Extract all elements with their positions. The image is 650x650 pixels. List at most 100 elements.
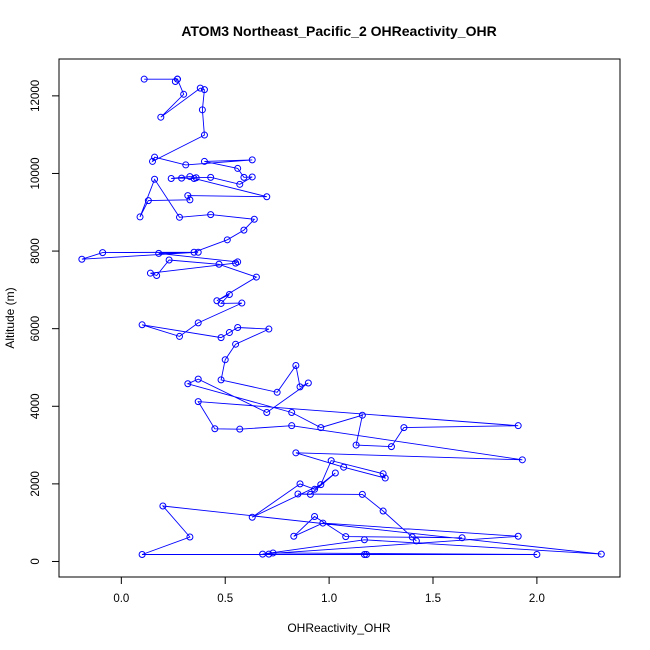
x-axis-label: OHReactivity_OHR bbox=[287, 621, 391, 635]
x-tick-label: 2.0 bbox=[529, 593, 545, 605]
data-point bbox=[167, 175, 175, 183]
data-point bbox=[352, 441, 360, 449]
data-point bbox=[331, 469, 339, 477]
data-point bbox=[138, 550, 146, 558]
data-point bbox=[342, 533, 350, 541]
data-point bbox=[379, 507, 387, 515]
data-point bbox=[252, 273, 260, 281]
data-point bbox=[379, 470, 387, 478]
data-point bbox=[234, 324, 242, 332]
data-point bbox=[400, 424, 408, 432]
data-point bbox=[140, 75, 148, 83]
y-axis: 0 2000 4000 6000 8000 10000 12000 bbox=[30, 80, 60, 565]
data-point bbox=[190, 248, 198, 256]
data-point bbox=[182, 161, 190, 169]
data-point bbox=[144, 197, 152, 205]
data-point bbox=[236, 180, 244, 188]
data-point bbox=[294, 490, 302, 498]
data-point bbox=[292, 449, 300, 457]
data-point bbox=[151, 175, 159, 183]
data-point bbox=[248, 513, 256, 521]
data-point bbox=[234, 164, 242, 172]
data-point bbox=[149, 157, 156, 165]
data-point bbox=[211, 425, 219, 433]
data-point bbox=[151, 153, 159, 161]
data-point bbox=[186, 173, 194, 181]
data-point bbox=[458, 534, 466, 542]
data-point bbox=[311, 512, 319, 520]
data-point bbox=[263, 408, 271, 416]
data-point bbox=[184, 192, 192, 200]
data-point bbox=[358, 490, 366, 498]
data-point bbox=[196, 84, 204, 92]
data-point bbox=[176, 332, 184, 340]
data-point bbox=[360, 550, 368, 558]
data-point bbox=[180, 90, 188, 98]
data-point bbox=[288, 422, 296, 430]
data-point bbox=[317, 424, 325, 432]
data-point bbox=[273, 388, 281, 396]
data-point bbox=[319, 519, 327, 527]
data-point bbox=[190, 175, 198, 183]
data-point bbox=[159, 502, 167, 510]
data-point bbox=[138, 321, 146, 329]
data-point bbox=[225, 291, 233, 299]
data-point bbox=[217, 376, 225, 384]
x-axis: 0.0 0.5 1.0 1.5 2.0 bbox=[113, 576, 545, 605]
data-point bbox=[248, 156, 256, 164]
data-point bbox=[176, 213, 184, 221]
series-line bbox=[81, 78, 602, 555]
data-point bbox=[99, 249, 107, 257]
data-point bbox=[238, 299, 246, 307]
data-point bbox=[296, 383, 304, 391]
data-point bbox=[200, 157, 208, 165]
y-tick-label: 4000 bbox=[30, 393, 42, 419]
data-point bbox=[597, 550, 605, 558]
data-point bbox=[198, 106, 206, 114]
data-point bbox=[217, 299, 225, 307]
data-point bbox=[263, 193, 271, 201]
data-point bbox=[514, 422, 522, 430]
x-tick-label: 1.0 bbox=[321, 593, 337, 605]
data-point bbox=[363, 550, 371, 558]
data-point bbox=[304, 379, 312, 387]
series-layer bbox=[78, 75, 605, 558]
data-point bbox=[232, 340, 240, 348]
y-tick-label: 8000 bbox=[30, 238, 42, 264]
data-point bbox=[518, 456, 526, 464]
data-point bbox=[248, 173, 256, 181]
data-point bbox=[269, 549, 277, 557]
x-tick-label: 0.5 bbox=[217, 593, 233, 605]
data-point bbox=[288, 408, 296, 416]
data-point bbox=[186, 196, 194, 204]
y-tick-label: 10000 bbox=[30, 157, 42, 189]
data-point bbox=[217, 334, 225, 342]
data-point bbox=[194, 319, 202, 327]
data-point bbox=[194, 375, 202, 383]
data-point bbox=[207, 173, 215, 181]
data-point bbox=[136, 213, 144, 221]
data-point bbox=[292, 362, 300, 370]
data-point bbox=[165, 256, 173, 264]
data-point bbox=[240, 173, 248, 181]
y-tick-label: 2000 bbox=[30, 471, 42, 497]
data-point bbox=[173, 75, 181, 83]
data-point bbox=[221, 356, 229, 364]
data-point bbox=[387, 443, 395, 451]
data-point bbox=[317, 481, 325, 489]
data-point bbox=[408, 533, 416, 541]
data-point bbox=[340, 463, 348, 471]
x-tick-label: 1.5 bbox=[425, 593, 441, 605]
data-point bbox=[207, 211, 215, 219]
data-point bbox=[381, 474, 389, 482]
data-point bbox=[153, 272, 161, 280]
data-point bbox=[184, 380, 192, 388]
data-point bbox=[514, 532, 522, 540]
data-point bbox=[225, 329, 233, 337]
data-point bbox=[194, 248, 202, 256]
data-point bbox=[200, 86, 208, 94]
data-point bbox=[358, 411, 366, 419]
data-point bbox=[232, 259, 240, 267]
